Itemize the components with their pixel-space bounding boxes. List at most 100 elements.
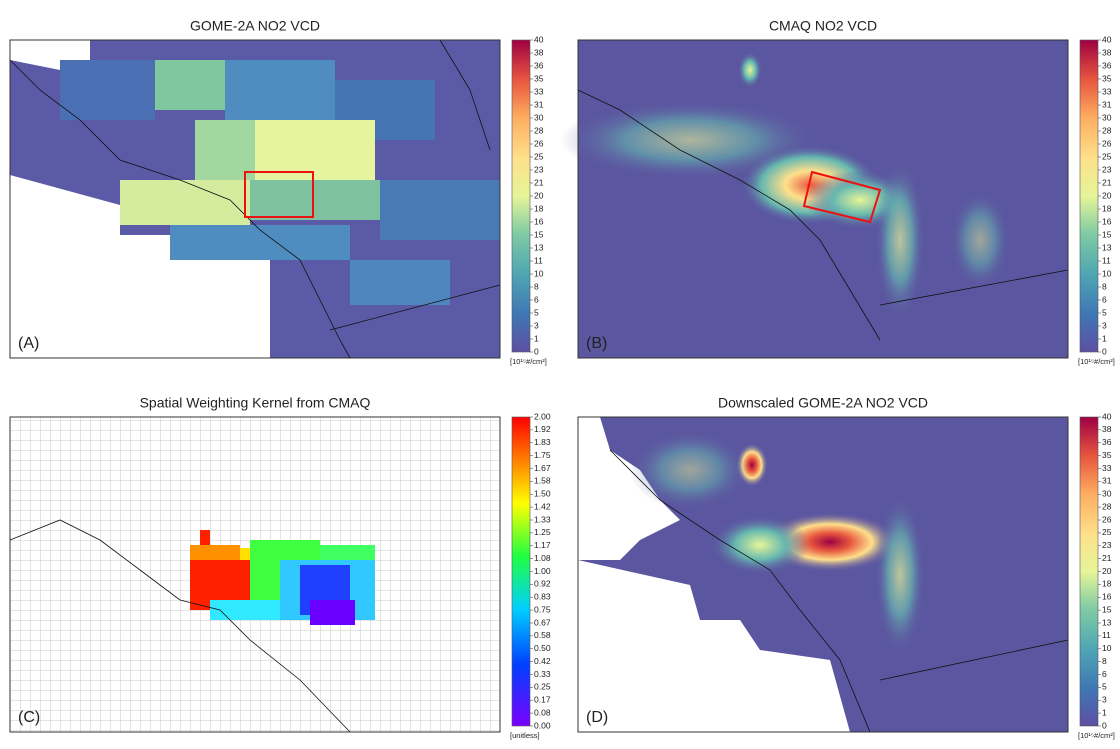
- colorbar-tick-label: 0.42: [534, 656, 551, 666]
- colorbar-tick-label: 33: [1102, 463, 1112, 473]
- colorbar-tick-label: 0.00: [534, 720, 551, 730]
- colorbar-unit: [unitless]: [510, 731, 540, 740]
- colorbar-tick-label: 0.75: [534, 604, 551, 614]
- colorbar: [512, 417, 530, 726]
- colorbar-tick-label: 23: [1102, 164, 1112, 174]
- colorbar-tick-label: 1.08: [534, 553, 551, 563]
- colorbar-tick-label: 0.33: [534, 669, 551, 679]
- colorbar-tick-label: 1.17: [534, 540, 551, 550]
- colorbar-tick-label: 3: [1102, 320, 1107, 330]
- colorbar-tick-label: 0.50: [534, 643, 551, 653]
- colorbar-tick-label: 38: [1102, 47, 1112, 57]
- colorbar-tick-label: 26: [1102, 138, 1112, 148]
- map-b: [560, 40, 1068, 358]
- colorbar-tick-label: 1.67: [534, 463, 551, 473]
- colorbar-tick-label: 35: [1102, 450, 1112, 460]
- colorbar-tick-label: 20: [1102, 566, 1112, 576]
- colorbar-tick-label: 5: [534, 307, 539, 317]
- colorbar-tick-label: 20: [534, 190, 544, 200]
- colorbar-tick-label: 15: [1102, 604, 1112, 614]
- colorbar-tick-label: 28: [1102, 125, 1112, 135]
- colorbar-tick-label: 28: [534, 125, 544, 135]
- colorbar-tick-label: 35: [1102, 73, 1112, 83]
- map-d: [578, 417, 1068, 732]
- colorbar-tick-label: 20: [1102, 190, 1112, 200]
- colorbar-tick-label: 0.25: [534, 682, 551, 692]
- panel-title: Downscaled GOME-2A NO2 VCD: [718, 395, 928, 411]
- colorbar-tick-label: 25: [1102, 527, 1112, 537]
- colorbar-tick-label: 33: [1102, 86, 1112, 96]
- colorbar-tick-label: 13: [534, 242, 544, 252]
- colorbar-tick-label: 16: [534, 216, 544, 226]
- colorbar-tick-label: 0.83: [534, 592, 551, 602]
- page: {"panels": [ {"title": "GOME-2A NO2 VCD"…: [0, 0, 1120, 749]
- colorbar-tick-label: 10: [534, 268, 544, 278]
- colorbar-tick-label: 35: [534, 73, 544, 83]
- colorbar-tick-label: 1.58: [534, 476, 551, 486]
- colorbar-tick-label: 31: [1102, 99, 1112, 109]
- colorbar-tick-label: 11: [1102, 255, 1111, 265]
- colorbar-tick-label: 1.83: [534, 437, 551, 447]
- colorbar-tick-label: 36: [1102, 60, 1112, 70]
- colorbar-tick-label: 21: [534, 177, 544, 187]
- colorbar-tick-label: 21: [1102, 553, 1112, 563]
- colorbar-tick-label: 1.92: [534, 424, 551, 434]
- figure: GOME-2A NO2 VCD(A)4038363533313028262523…: [0, 0, 1120, 749]
- colorbar-tick-label: 36: [534, 60, 544, 70]
- colorbar-tick-label: 18: [1102, 579, 1112, 589]
- colorbar-tick-label: 40: [1102, 34, 1112, 44]
- colorbar-tick-label: 3: [534, 320, 539, 330]
- panel-label: (B): [586, 335, 607, 352]
- colorbar-tick-label: 23: [534, 164, 544, 174]
- panel-label: (D): [586, 709, 608, 726]
- colorbar-tick-label: 26: [534, 138, 544, 148]
- colorbar-tick-label: 10: [1102, 268, 1112, 278]
- colorbar-tick-label: 2.00: [534, 411, 551, 421]
- colorbar-tick-label: 21: [1102, 177, 1112, 187]
- panel-title: CMAQ NO2 VCD: [769, 18, 877, 34]
- colorbar-tick-label: 6: [1102, 669, 1107, 679]
- colorbar-tick-label: 33: [534, 86, 544, 96]
- colorbar-tick-label: 1: [534, 333, 539, 343]
- colorbar-tick-label: 31: [1102, 476, 1112, 486]
- colorbar-tick-label: 8: [1102, 281, 1107, 291]
- colorbar-tick-label: 3: [1102, 695, 1107, 705]
- map-a: [10, 40, 500, 358]
- colorbar-tick-label: 8: [1102, 656, 1107, 666]
- colorbar-tick-label: 25: [1102, 151, 1112, 161]
- colorbar-tick-label: 1: [1102, 333, 1107, 343]
- colorbar-tick-label: 0.08: [534, 707, 551, 717]
- colorbar-tick-label: 6: [1102, 294, 1107, 304]
- colorbar-tick-label: 0.67: [534, 617, 551, 627]
- colorbar-tick-label: 30: [534, 112, 544, 122]
- colorbar-tick-label: 13: [1102, 617, 1112, 627]
- colorbar-tick-label: 18: [1102, 203, 1112, 213]
- colorbar: [512, 40, 530, 352]
- colorbar-tick-label: 0.17: [534, 695, 551, 705]
- colorbar-unit: [10¹⁵#/cm²]: [510, 357, 547, 366]
- colorbar-tick-label: 30: [1102, 489, 1112, 499]
- colorbar-tick-label: 15: [534, 229, 544, 239]
- panel-label: (C): [18, 709, 40, 726]
- colorbar-tick-label: 0.58: [534, 630, 551, 640]
- colorbar-tick-label: 23: [1102, 540, 1112, 550]
- colorbar-tick-label: 31: [534, 99, 544, 109]
- colorbar-tick-label: 18: [534, 203, 544, 213]
- colorbar-tick-label: 25: [534, 151, 544, 161]
- colorbar-tick-label: 16: [1102, 216, 1112, 226]
- colorbar-tick-label: 11: [1102, 630, 1111, 640]
- colorbar-tick-label: 13: [1102, 242, 1112, 252]
- colorbar-tick-label: 8: [534, 281, 539, 291]
- panel-label: (A): [18, 335, 39, 352]
- colorbar: [1080, 40, 1098, 352]
- map-c: [10, 417, 500, 732]
- colorbar-tick-label: 38: [534, 47, 544, 57]
- colorbar-tick-label: 15: [1102, 229, 1112, 239]
- colorbar-tick-label: 1: [1102, 707, 1107, 717]
- colorbar-tick-label: 1.50: [534, 489, 551, 499]
- colorbar: [1080, 417, 1098, 726]
- panel-title: GOME-2A NO2 VCD: [190, 18, 320, 34]
- colorbar-tick-label: 0: [534, 346, 539, 356]
- colorbar-tick-label: 1.42: [534, 501, 551, 511]
- colorbar-tick-label: 28: [1102, 501, 1112, 511]
